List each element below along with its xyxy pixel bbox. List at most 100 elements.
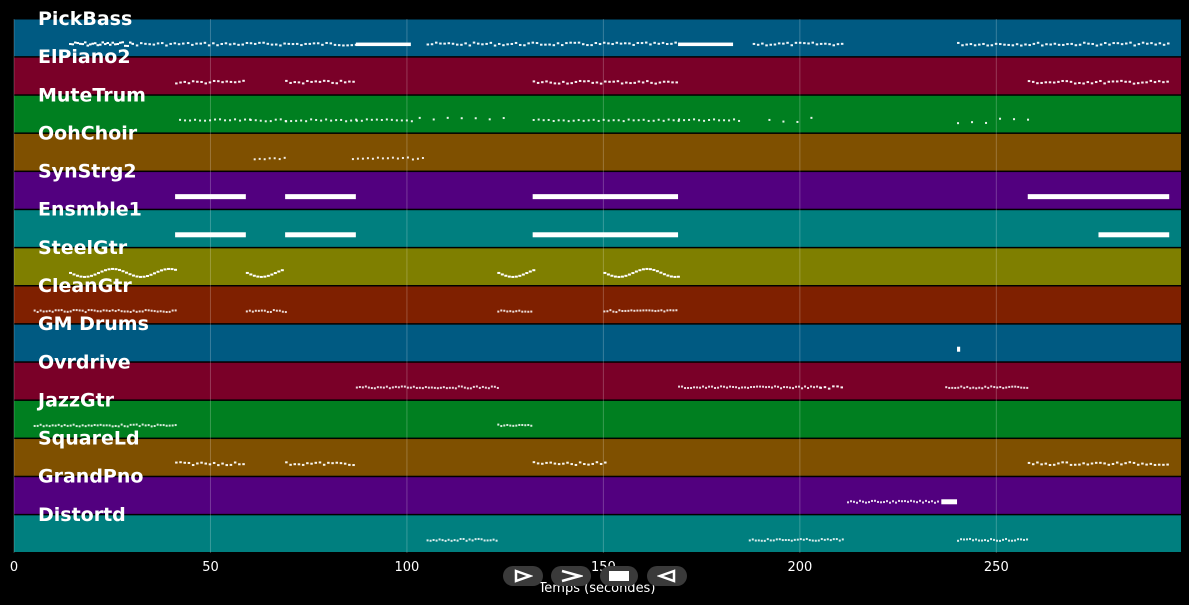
note-mark <box>355 119 358 122</box>
note-mark <box>631 272 635 275</box>
track-lane <box>14 210 1181 247</box>
note-mark <box>528 270 532 273</box>
note-mark <box>435 539 438 542</box>
note-mark <box>114 268 118 271</box>
play-backward-button[interactable] <box>647 566 687 586</box>
note-mark <box>87 424 90 427</box>
note-mark <box>957 346 961 352</box>
note-mark <box>48 425 51 428</box>
note-mark <box>280 269 284 272</box>
note-mark <box>381 157 384 160</box>
note-mark <box>836 43 840 46</box>
note-mark <box>187 461 191 464</box>
note-mark <box>241 43 244 46</box>
note-mark <box>106 42 110 45</box>
note-mark <box>824 42 827 45</box>
note-mark <box>109 43 112 46</box>
note-mark <box>179 461 182 464</box>
note-mark <box>1015 43 1019 46</box>
note-mark <box>711 385 714 388</box>
note-mark <box>574 80 578 83</box>
note-mark <box>174 309 177 312</box>
note-mark <box>285 194 356 200</box>
note-mark <box>487 387 490 390</box>
note-mark <box>637 119 640 122</box>
note-mark <box>245 310 248 313</box>
note-mark <box>640 42 644 45</box>
note-mark <box>768 118 771 121</box>
note-mark <box>518 274 522 277</box>
track-label: CleanGtr <box>38 275 132 297</box>
note-mark <box>960 385 963 388</box>
note-mark <box>123 425 126 428</box>
note-mark <box>1157 463 1161 466</box>
note-mark <box>358 386 361 389</box>
note-mark <box>469 387 472 390</box>
note-mark <box>237 43 240 46</box>
note-mark <box>310 80 313 83</box>
note-mark <box>132 423 135 426</box>
note-mark <box>36 424 39 427</box>
note-mark <box>612 80 615 83</box>
note-mark <box>871 499 874 502</box>
note-mark <box>274 118 277 121</box>
note-mark <box>678 385 681 388</box>
note-mark <box>624 309 627 312</box>
note-mark <box>838 539 841 542</box>
note-mark <box>327 461 330 464</box>
note-mark <box>468 44 472 47</box>
note-mark <box>560 44 564 47</box>
track-label: Distortd <box>38 504 126 526</box>
note-mark <box>511 275 515 278</box>
note-mark <box>433 386 436 389</box>
note-mark <box>339 79 343 82</box>
track-lane <box>14 133 1181 171</box>
note-mark <box>376 156 379 159</box>
note-mark <box>757 539 760 542</box>
note-mark <box>459 537 462 540</box>
note-mark <box>249 42 253 45</box>
fast-forward-button[interactable] <box>551 566 591 586</box>
note-mark <box>518 43 522 46</box>
note-mark <box>874 499 877 502</box>
note-mark <box>289 81 292 84</box>
note-mark <box>116 43 120 46</box>
note-mark <box>379 386 382 389</box>
note-mark <box>1125 42 1128 45</box>
note-mark <box>400 119 403 122</box>
note-mark <box>1069 463 1073 466</box>
note-mark <box>552 44 556 47</box>
note-mark <box>457 385 460 388</box>
note-mark <box>283 156 286 159</box>
note-mark <box>432 118 435 121</box>
note-mark <box>430 43 434 46</box>
note-mark <box>488 118 491 121</box>
note-mark <box>669 275 673 278</box>
note-mark <box>829 539 832 542</box>
note-mark <box>315 118 318 121</box>
note-mark <box>153 425 156 428</box>
note-mark <box>285 120 288 123</box>
note-mark <box>308 42 312 45</box>
note-mark <box>79 275 83 278</box>
note-mark <box>225 80 229 83</box>
note-mark <box>177 43 181 46</box>
note-mark <box>735 386 738 389</box>
note-mark <box>114 43 117 46</box>
note-mark <box>577 41 581 44</box>
stop-button[interactable] <box>600 566 638 586</box>
play-forward-button[interactable] <box>503 566 543 586</box>
note-mark <box>337 44 341 47</box>
note-mark <box>1145 463 1148 466</box>
note-mark <box>325 118 328 121</box>
note-mark <box>200 80 203 83</box>
note-mark <box>1146 42 1149 45</box>
note-mark <box>500 309 503 312</box>
note-mark <box>562 80 565 83</box>
note-mark <box>129 310 132 313</box>
note-mark <box>254 309 257 312</box>
note-mark <box>264 120 267 123</box>
note-mark <box>606 310 609 313</box>
note-mark <box>617 119 620 122</box>
note-mark <box>978 386 981 389</box>
